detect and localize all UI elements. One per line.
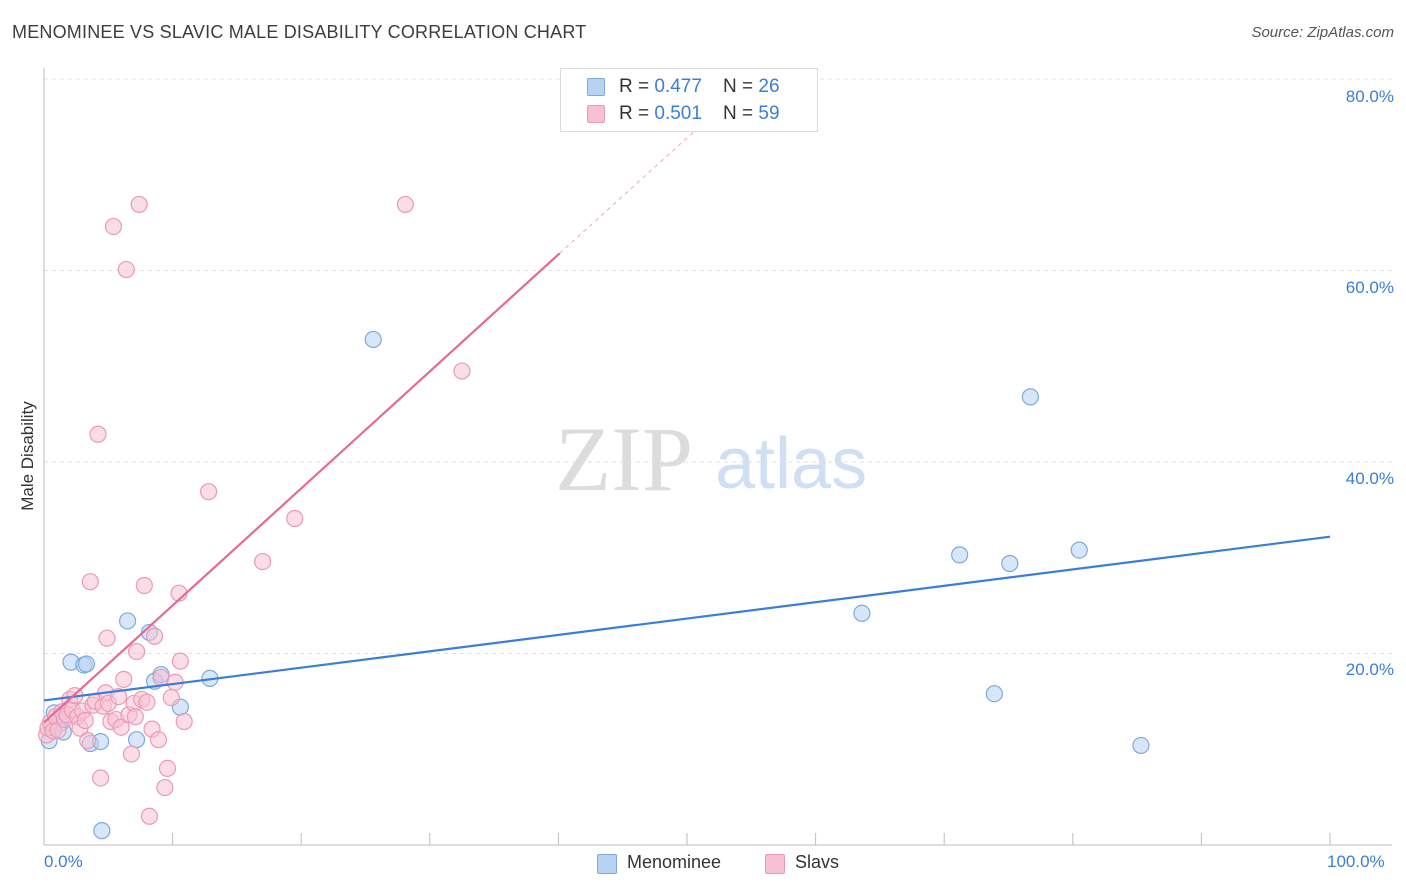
bottom-legend-label-menominee: Menominee <box>627 852 722 872</box>
bottom-legend-swatch-menominee <box>597 854 617 874</box>
point-menominee-18 <box>364 330 382 349</box>
point-slavs-26 <box>104 217 123 236</box>
point-slavs-53 <box>254 552 272 571</box>
x-tick-label-max: 100.0% <box>1327 852 1385 871</box>
point-slavs-39 <box>138 693 156 711</box>
point-slavs-21 <box>91 769 110 787</box>
point-slavs-51 <box>175 712 193 731</box>
watermark-zip: ZIP <box>555 408 693 510</box>
point-slavs-16 <box>79 732 97 750</box>
point-slavs-42 <box>145 627 164 645</box>
point-slavs-15 <box>76 711 94 730</box>
point-slavs-45 <box>156 778 174 797</box>
x-tick-label-min: 0.0% <box>44 852 83 871</box>
point-menominee-20 <box>951 546 969 564</box>
point-slavs-57 <box>98 629 116 647</box>
legend-n-value-slavs: 59 <box>758 103 780 124</box>
point-menominee-11 <box>118 612 137 630</box>
point-menominee-24 <box>1070 541 1088 559</box>
bottom-legend-label-slavs: Slavs <box>795 852 840 872</box>
point-slavs-50 <box>171 652 189 670</box>
point-slavs-52 <box>200 483 218 501</box>
point-slavs-33 <box>122 745 141 763</box>
correlation-legend: R = 0.477 N = 26 R = 0.501 N = 59 <box>560 68 818 132</box>
legend-r-label-menominee: R = <box>619 76 655 97</box>
point-slavs-58 <box>126 708 144 726</box>
y-tick-label-60: 60.0% <box>1345 278 1394 297</box>
point-slavs-31 <box>117 260 135 279</box>
legend-r-value-slavs: 0.501 <box>654 103 702 124</box>
point-menominee-25 <box>1132 736 1150 755</box>
point-slavs-30 <box>115 670 133 688</box>
point-slavs-40 <box>140 807 159 825</box>
y-tick-label-80: 80.0% <box>1345 87 1394 106</box>
legend-n-label-slavs: N = <box>723 103 759 124</box>
point-menominee-21 <box>985 685 1003 703</box>
point-slavs-43 <box>149 731 168 749</box>
chart-title: MENOMINEE VS SLAVIC MALE DISABILITY CORR… <box>12 22 587 42</box>
legend-swatch-slavs <box>587 105 605 123</box>
trendline-slavs <box>43 252 561 724</box>
point-slavs-17 <box>81 573 99 591</box>
legend-r-label-slavs: R = <box>619 103 655 124</box>
point-menominee-19 <box>853 604 871 622</box>
point-slavs-54 <box>286 509 304 528</box>
legend-r-value-menominee: 0.477 <box>654 76 702 97</box>
legend-n-value-menominee: 26 <box>758 76 780 97</box>
watermark-atlas: atlas <box>715 424 867 504</box>
point-menominee-23 <box>1021 388 1039 406</box>
point-slavs-29 <box>112 718 130 736</box>
point-slavs-36 <box>130 195 148 214</box>
legend-n-label-menominee: N = <box>723 76 759 97</box>
point-slavs-47 <box>162 688 180 707</box>
source-credit: Source: ZipAtlas.com <box>1251 24 1394 41</box>
point-menominee-10 <box>93 822 111 840</box>
point-slavs-55 <box>396 195 414 214</box>
point-slavs-35 <box>127 642 146 661</box>
bottom-legend-swatch-slavs <box>765 854 785 874</box>
y-tick-label-20: 20.0% <box>1345 660 1394 679</box>
point-slavs-38 <box>135 576 153 595</box>
point-slavs-20 <box>89 425 107 443</box>
y-tick-label-40: 40.0% <box>1345 469 1394 488</box>
trendline-menominee <box>43 535 1331 702</box>
point-menominee-22 <box>1001 554 1019 573</box>
point-menominee-12 <box>127 731 146 749</box>
point-slavs-46 <box>158 759 177 778</box>
point-menominee-7 <box>77 655 96 673</box>
legend-swatch-menominee <box>587 78 605 96</box>
point-slavs-28 <box>109 687 128 706</box>
point-slavs-56 <box>453 362 471 380</box>
